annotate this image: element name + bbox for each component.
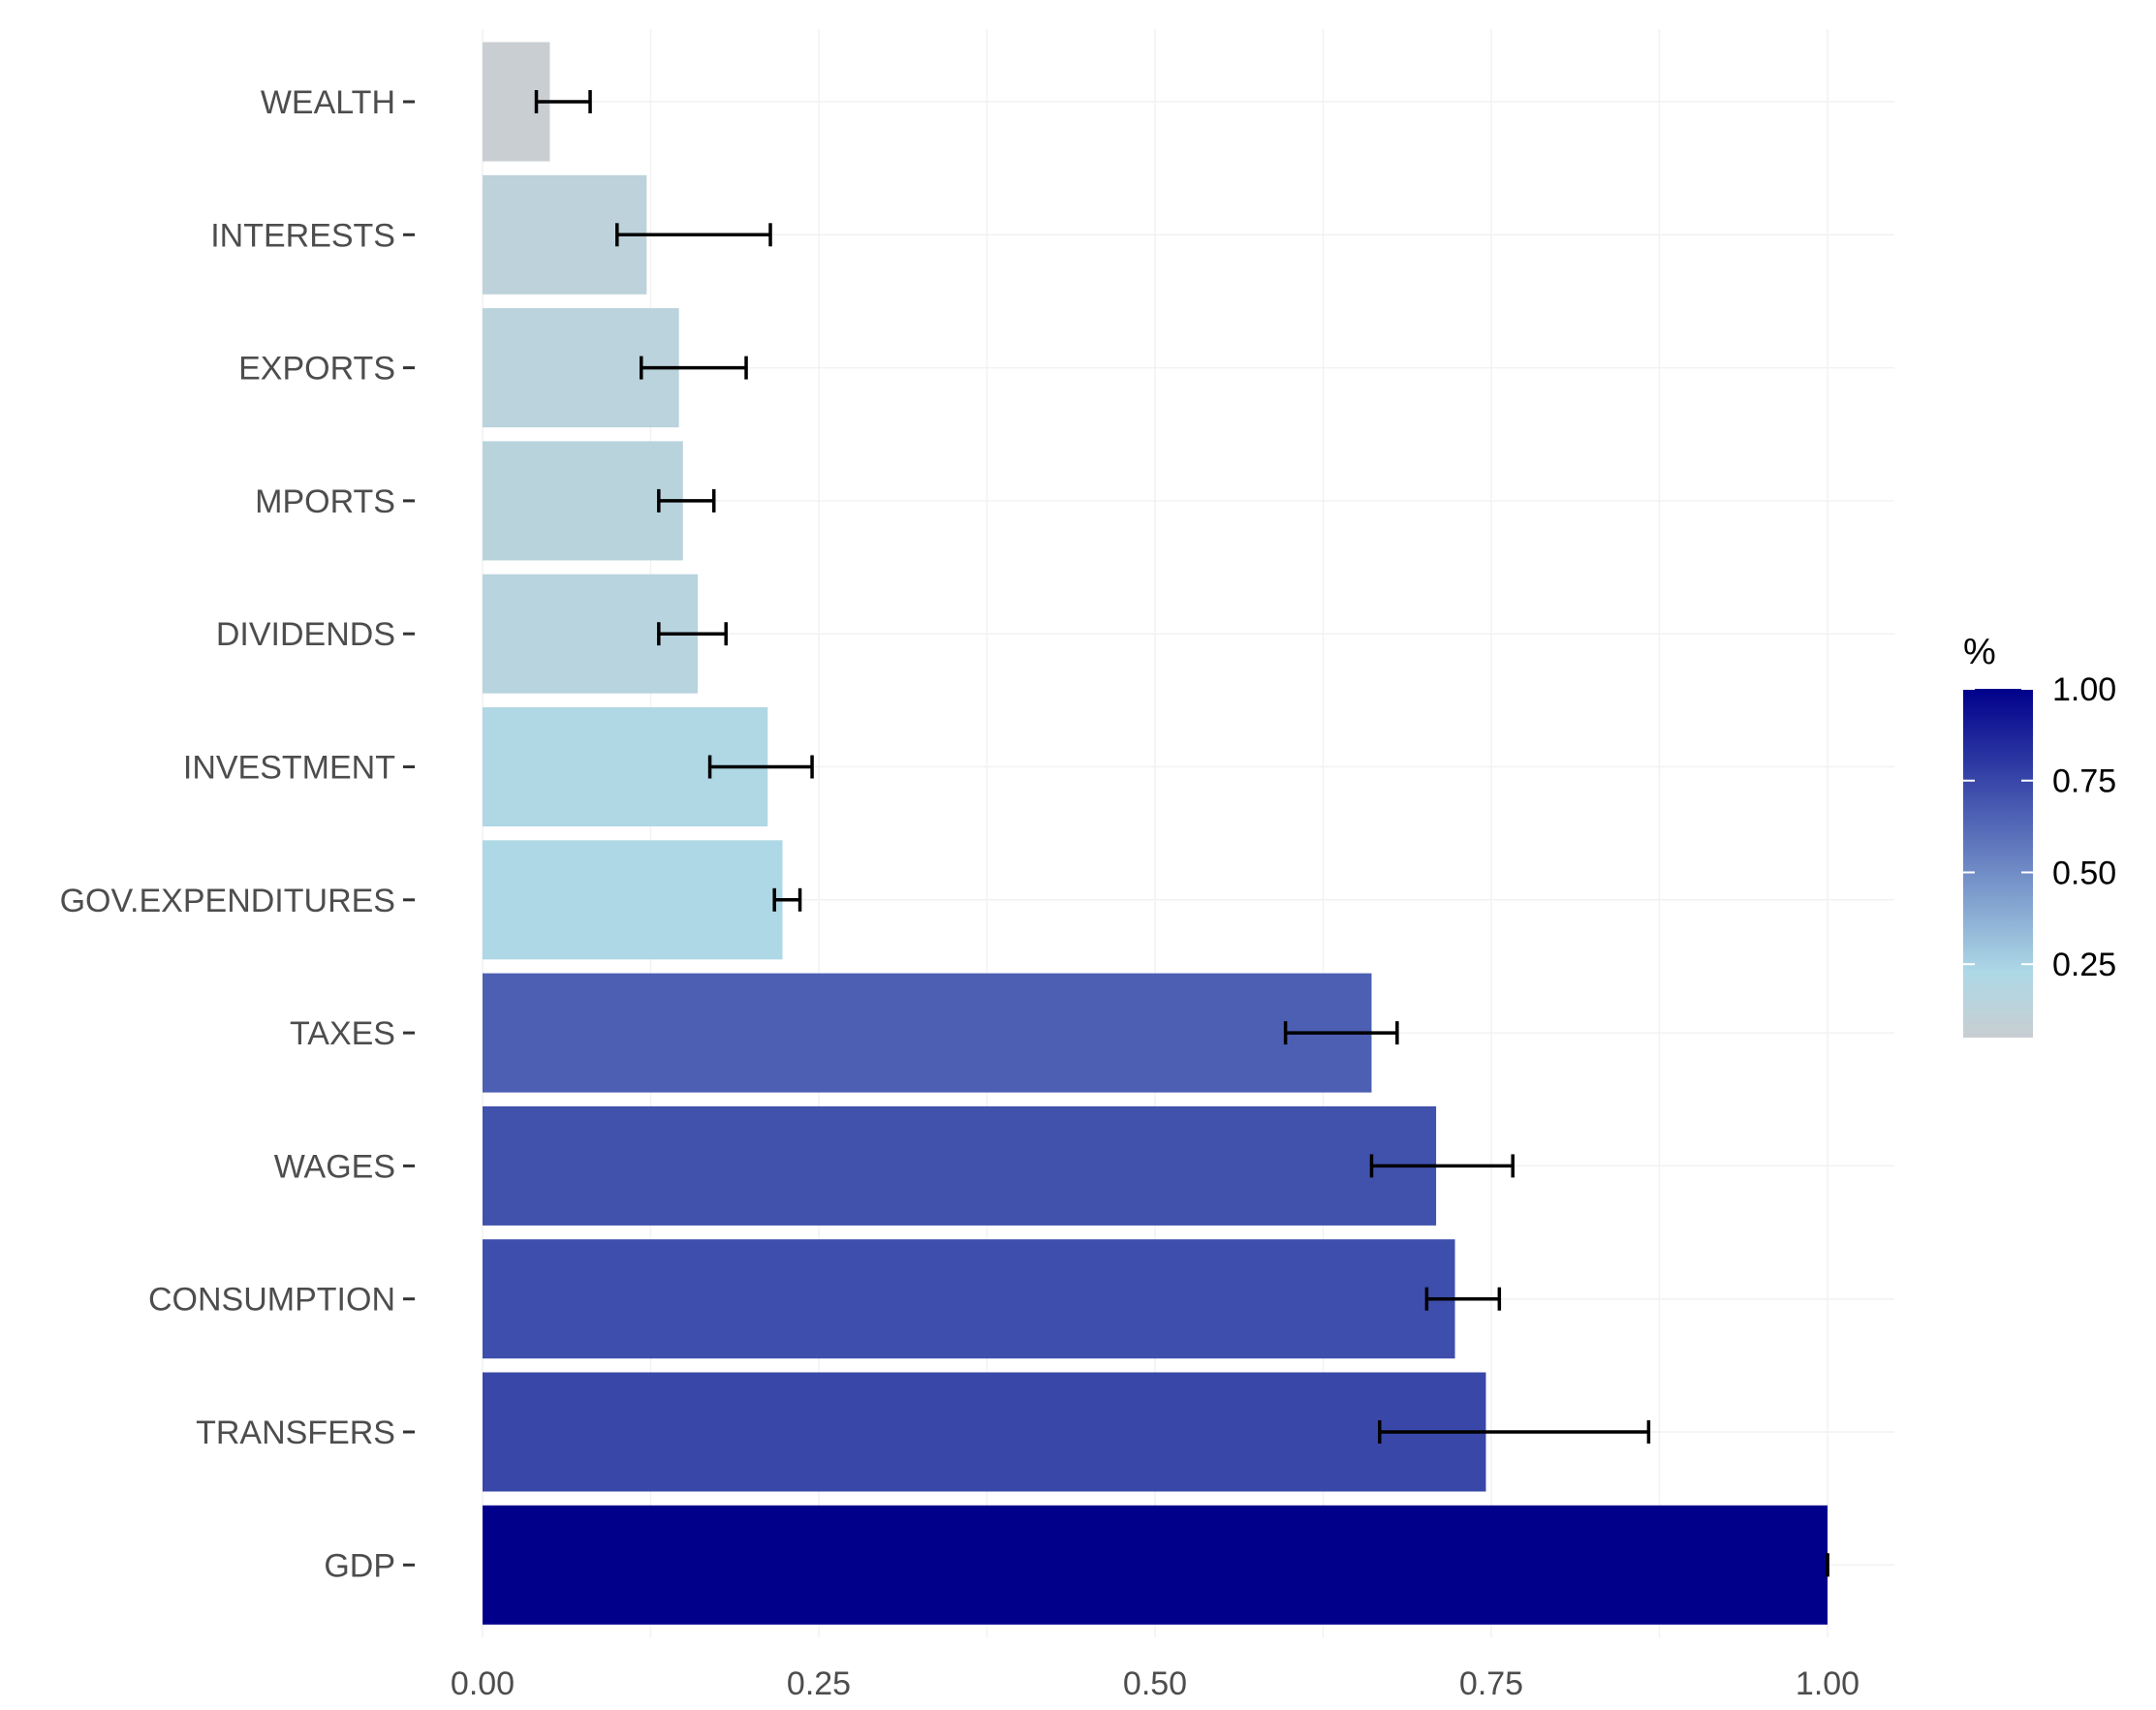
legend-tick-label: 0.25 <box>2052 947 2116 983</box>
bar <box>483 1239 1455 1359</box>
y-tick-label: MPORTS <box>255 483 395 520</box>
y-tick-label: GOV.EXPENDITURES <box>60 883 395 919</box>
y-tick-label: WAGES <box>274 1148 395 1185</box>
y-tick-label: CONSUMPTION <box>148 1282 395 1319</box>
y-tick-label: INVESTMENT <box>183 750 395 787</box>
error-bar <box>707 755 814 779</box>
error-bar <box>534 90 592 113</box>
error-bar <box>772 887 802 912</box>
bar <box>483 441 683 561</box>
bar <box>483 1105 1437 1226</box>
bar <box>483 1505 1828 1625</box>
legend: % 0.25 0.50 0.75 1.00 <box>1963 632 2116 1038</box>
y-tick-label: WEALTH <box>261 84 395 121</box>
error-bar <box>1378 1420 1651 1444</box>
bar <box>483 1372 1486 1492</box>
error-bar <box>657 622 728 646</box>
y-tick-label: INTERESTS <box>210 217 395 254</box>
error-bar <box>1424 1287 1502 1311</box>
y-tick-label: EXPORTS <box>238 351 395 388</box>
bars <box>483 42 1828 1625</box>
y-tick-label: TAXES <box>290 1015 395 1052</box>
legend-title: % <box>1963 632 1996 672</box>
legend-colorbar <box>1963 689 2033 1038</box>
error-bar <box>615 223 772 247</box>
error-bar <box>640 356 748 380</box>
error-bar <box>1283 1021 1399 1045</box>
bar <box>483 840 783 960</box>
error-bar <box>657 488 716 513</box>
x-tick-label: 0.25 <box>787 1665 851 1702</box>
legend-tick-label: 0.75 <box>2052 763 2116 800</box>
y-tick-label: DIVIDENDS <box>216 616 395 653</box>
x-tick-label: 0.00 <box>451 1665 515 1702</box>
y-tick-label: TRANSFERS <box>196 1415 395 1451</box>
y-tick-label: GDP <box>324 1547 395 1584</box>
bar <box>483 973 1372 1093</box>
x-axis-labels: 0.00 0.25 0.50 0.75 1.00 <box>451 1665 1859 1702</box>
legend-tick-label: 0.50 <box>2052 855 2116 891</box>
y-axis-labels: WEALTH INTERESTS EXPORTS MPORTS DIVIDENDS INV… <box>60 84 415 1584</box>
x-tick-label: 0.50 <box>1123 1665 1187 1702</box>
legend-ticks: 0.25 0.50 0.75 1.00 <box>1963 671 2116 983</box>
x-tick-label: 0.75 <box>1459 1665 1523 1702</box>
error-bar <box>1369 1154 1515 1178</box>
error-bars <box>534 90 1829 1577</box>
x-tick-label: 1.00 <box>1796 1665 1859 1702</box>
legend-tick-label: 1.00 <box>2052 671 2116 708</box>
